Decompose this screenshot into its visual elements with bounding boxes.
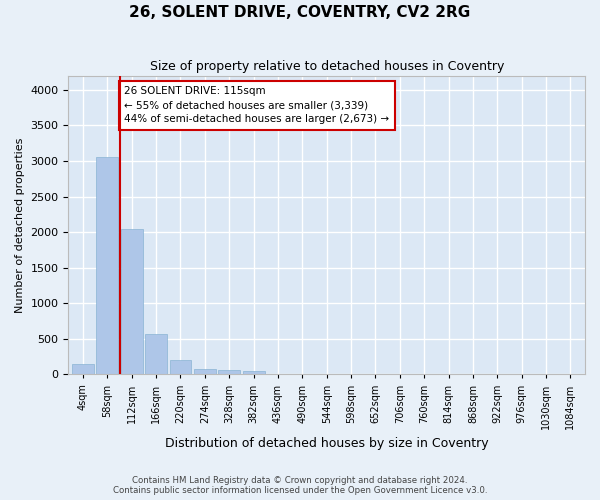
Y-axis label: Number of detached properties: Number of detached properties (15, 138, 25, 312)
Bar (72, 364, 94, 374)
Bar (145, 334, 167, 374)
Text: 26 SOLENT DRIVE: 115sqm
← 55% of detached houses are smaller (3,339)
44% of semi: 26 SOLENT DRIVE: 115sqm ← 55% of detache… (124, 86, 389, 124)
Bar (170, 360, 191, 374)
Bar (121, 228, 143, 374)
Title: Size of property relative to detached houses in Coventry: Size of property relative to detached ho… (149, 60, 504, 73)
Bar (242, 371, 265, 374)
X-axis label: Distribution of detached houses by size in Coventry: Distribution of detached houses by size … (165, 437, 488, 450)
Bar (97, 158, 118, 374)
Text: Contains HM Land Registry data © Crown copyright and database right 2024.
Contai: Contains HM Land Registry data © Crown c… (113, 476, 487, 495)
Bar (218, 370, 240, 374)
Bar (194, 368, 216, 374)
Text: 26, SOLENT DRIVE, COVENTRY, CV2 2RG: 26, SOLENT DRIVE, COVENTRY, CV2 2RG (130, 5, 470, 20)
